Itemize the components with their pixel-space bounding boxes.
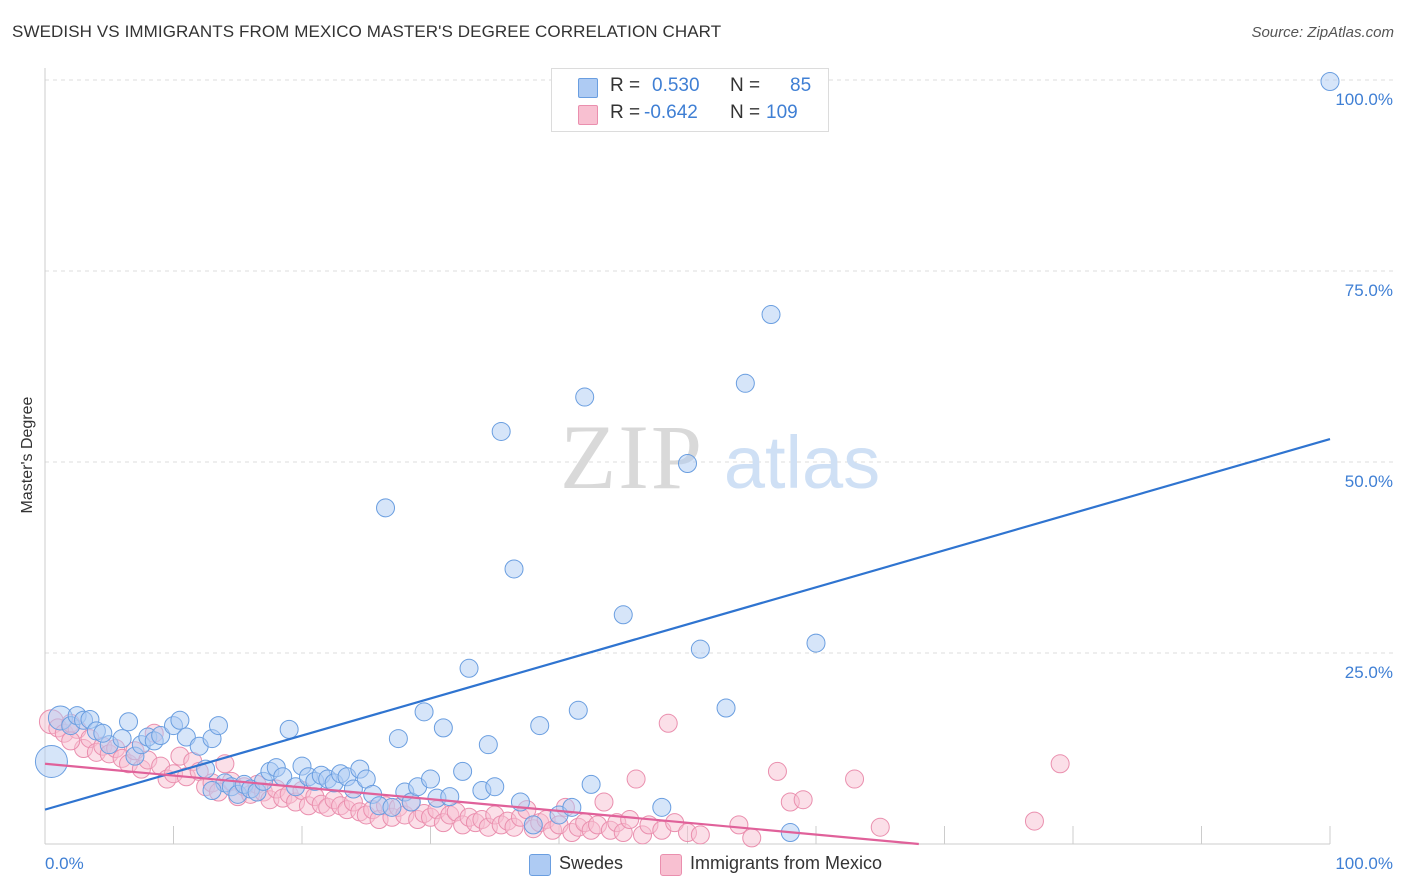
mexico-point	[767, 761, 787, 781]
legend-swatch-swedes	[529, 854, 551, 876]
swedes-point	[440, 787, 460, 807]
swedes-point	[504, 559, 524, 579]
swedes-point	[716, 698, 736, 718]
data-points	[34, 72, 1340, 848]
swedes-point	[176, 727, 196, 747]
legend-r-label: R =	[610, 75, 641, 96]
x-tick-label-left: 0.0%	[45, 854, 84, 873]
mexico-point	[620, 810, 640, 830]
mexico-point	[729, 815, 749, 835]
swedes-point	[453, 761, 473, 781]
y-tick-label: 50.0%	[1345, 472, 1393, 491]
swedes-point	[652, 797, 672, 817]
y-tick-labels: 25.0% 50.0% 75.0% 100.0%	[1335, 90, 1393, 682]
watermark-atlas: atlas	[724, 421, 880, 504]
swedes-point	[421, 769, 440, 789]
legend-swatch-swedes	[578, 78, 598, 98]
swedes-point	[485, 777, 505, 797]
mexico-point	[1050, 754, 1070, 774]
mexico-point	[626, 769, 646, 789]
swedes-point	[1320, 72, 1340, 92]
legend-row-swedes: R = 0.530 N = 85	[552, 75, 828, 101]
swedes-point	[208, 716, 228, 736]
mexico-point	[870, 817, 890, 837]
mexico-point	[658, 713, 678, 733]
legend-n-value: 85	[790, 75, 812, 96]
legend-n-value: 109	[766, 102, 798, 123]
swedes-point	[382, 797, 402, 817]
swedes-point	[690, 639, 710, 659]
swedes-point	[530, 716, 550, 736]
swedes-point	[376, 498, 396, 518]
source-label: Source: ZipAtlas.com	[1251, 24, 1394, 41]
grid-lines	[45, 79, 1395, 654]
swedes-point	[735, 373, 755, 393]
swedes-point	[761, 305, 781, 325]
swedes-point	[478, 735, 498, 755]
legend-label-swedes: Swedes	[559, 853, 624, 873]
chart-title: SWEDISH VS IMMIGRANTS FROM MEXICO MASTER…	[12, 22, 722, 41]
mexico-point	[1024, 811, 1044, 831]
swedes-point	[279, 719, 299, 739]
mexico-point	[594, 792, 614, 812]
legend-label-mexico: Immigrants from Mexico	[690, 853, 883, 873]
mexico-point	[845, 769, 865, 789]
legend-r-value: -0.642	[644, 102, 698, 123]
swedes-point	[678, 454, 697, 474]
legend-swatch-mexico	[660, 854, 682, 876]
series-legend: Swedes Immigrants from Mexico	[0, 852, 1406, 878]
legend-r-value: 0.530	[652, 75, 700, 96]
legend-swatch-mexico	[578, 105, 598, 125]
y-tick-label: 25.0%	[1345, 663, 1393, 682]
swedes-point	[613, 605, 633, 625]
swedes-point	[806, 633, 826, 653]
swedes-trend-line	[44, 438, 1331, 811]
swedes-point	[568, 700, 588, 720]
swedes-point	[523, 815, 543, 835]
swedes-point	[34, 744, 68, 778]
trend-lines	[44, 438, 1331, 846]
swedes-point	[119, 712, 139, 732]
legend-n-label: N =	[730, 102, 761, 123]
watermark-zip: ZIP	[560, 406, 704, 508]
legend-row-mexico: R = -0.642 N = 109	[552, 102, 828, 128]
swedes-point	[459, 658, 479, 678]
mexico-point	[742, 828, 762, 848]
swedes-point	[414, 702, 434, 722]
swedes-point	[581, 774, 601, 794]
swedes-point	[112, 729, 132, 749]
y-tick-label: 100.0%	[1335, 90, 1393, 109]
y-tick-label: 75.0%	[1345, 281, 1393, 300]
swedes-point	[388, 729, 408, 749]
swedes-point	[433, 718, 453, 738]
swedes-point	[170, 710, 190, 730]
legend-n-label: N =	[730, 75, 761, 96]
legend-r-label: R =	[610, 102, 641, 123]
mexico-point	[793, 790, 813, 810]
swedes-point	[491, 421, 511, 441]
swedes-point	[93, 723, 113, 743]
mexico-trend-line	[44, 762, 919, 846]
swedes-point	[202, 781, 222, 801]
swedes-point	[151, 726, 171, 746]
x-tick-label-right: 100.0%	[1335, 854, 1393, 873]
swedes-point	[575, 387, 595, 407]
mexico-point	[690, 825, 710, 845]
correlation-legend: R = 0.530 N = 85 R = -0.642 N = 109	[551, 68, 829, 132]
